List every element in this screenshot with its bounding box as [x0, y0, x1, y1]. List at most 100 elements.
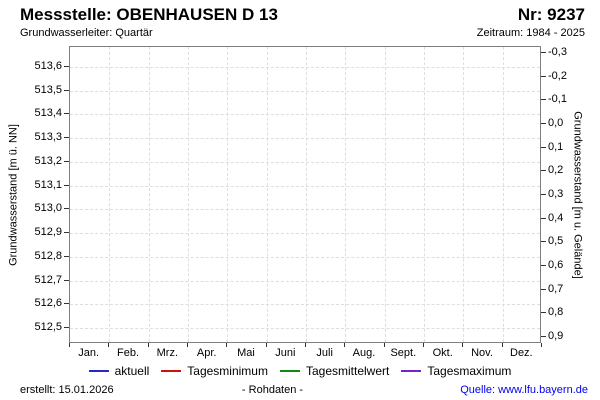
v-gridline	[502, 47, 504, 342]
left-tick-mark	[64, 66, 69, 67]
v-gridline	[345, 47, 347, 342]
station-number: Nr: 9237	[517, 5, 585, 24]
left-axis-tick-label: 512,6	[34, 297, 62, 310]
right-axis-tick-label: 0,5	[548, 235, 564, 248]
right-tick-mark	[541, 336, 546, 337]
legend-line-swatch	[401, 370, 422, 372]
right-axis-tick-label: 0,3	[548, 188, 564, 200]
h-gridline	[70, 233, 540, 235]
h-gridline	[70, 138, 540, 140]
x-axis-month-label: Jan.	[78, 347, 100, 359]
right-axis-tick-label: 0,9	[548, 330, 564, 342]
left-tick-mark	[64, 303, 69, 305]
right-axis-tick-label: 0,7	[548, 282, 564, 295]
created-timestamp: erstellt: 15.01.2026	[20, 384, 114, 396]
h-gridline	[70, 328, 540, 329]
h-gridline	[70, 304, 540, 306]
right-axis-tick-label: -0,3	[548, 46, 567, 58]
v-gridline	[266, 47, 268, 342]
x-axis-tick-mark	[501, 343, 503, 347]
x-axis-month-label: Apr.	[196, 347, 217, 359]
v-gridline	[109, 47, 111, 342]
legend: aktuell Tagesminimum Tagesmittelwert Tagesm…	[0, 364, 600, 378]
left-tick-mark	[64, 279, 69, 281]
v-gridline	[384, 47, 386, 342]
legend-item-label: Tagesmaximum	[427, 364, 512, 378]
left-tick-mark	[64, 255, 69, 257]
left-axis-tick-label: 512,9	[34, 226, 62, 239]
right-tick-mark	[541, 288, 546, 290]
left-tick-mark	[64, 232, 69, 234]
x-axis-month-label: Nov.	[471, 347, 493, 359]
left-axis-tick-label: 512,7	[34, 273, 62, 286]
right-tick-mark	[541, 194, 546, 195]
left-tick-mark	[64, 160, 69, 162]
legend-item: Tagesmittelwert	[279, 364, 389, 378]
h-gridline	[70, 256, 540, 258]
x-axis-month-label: Juni	[275, 347, 296, 359]
v-gridline	[463, 47, 465, 342]
right-tick-mark	[541, 123, 546, 124]
legend-line-swatch	[88, 370, 109, 372]
left-axis-tick-label: 513,2	[34, 154, 62, 167]
v-gridline	[227, 47, 229, 342]
x-axis-tick-mark	[108, 343, 110, 347]
right-axis-tick-label: -0,2	[548, 69, 567, 82]
x-axis-month-label: Okt.	[432, 347, 453, 359]
x-axis-tick-mark	[423, 343, 424, 347]
v-gridline	[148, 47, 150, 342]
right-axis-tick-label: 0,1	[548, 140, 564, 153]
period-label: Zeitraum: 1984 - 2025	[476, 27, 585, 39]
left-tick-mark	[64, 89, 69, 91]
right-tick-mark	[541, 217, 546, 219]
left-axis-tick-label: 513,3	[34, 131, 62, 144]
left-axis-tick-label: 513,5	[34, 83, 62, 96]
h-gridline	[70, 209, 540, 211]
h-gridline	[70, 185, 540, 187]
x-axis-month-label: Mai	[237, 347, 255, 359]
legend-item-label: Tagesminimum	[187, 364, 268, 378]
x-axis-month-label: Mrz.	[156, 347, 179, 359]
x-axis-tick-mark	[265, 343, 267, 347]
legend-item: Tagesmaximum	[401, 364, 511, 378]
x-axis-tick-mark	[383, 343, 385, 347]
right-axis-tick-label: 0,6	[548, 259, 564, 271]
h-gridline	[70, 114, 540, 116]
right-axis-tick-label: 0,4	[548, 211, 564, 224]
h-gridline	[70, 67, 540, 68]
legend-item-label: aktuell	[114, 364, 150, 378]
left-tick-mark	[64, 113, 69, 115]
right-tick-mark	[541, 52, 546, 53]
legend-line-swatch	[279, 370, 300, 372]
legend-line-swatch	[161, 370, 182, 372]
left-axis-tick-label: 513,6	[34, 60, 62, 72]
right-tick-mark	[541, 99, 546, 101]
x-axis-month-label: Aug.	[352, 347, 376, 359]
right-axis-tick-label: 0,2	[548, 164, 564, 177]
right-tick-mark	[541, 241, 546, 243]
right-tick-mark	[541, 146, 546, 148]
x-axis-tick-mark	[147, 343, 149, 347]
v-gridline	[188, 47, 189, 342]
right-tick-mark	[541, 75, 546, 77]
aquifer-label: Grundwasserleiter: Quartär	[20, 27, 153, 39]
left-axis-tick-label: 512,8	[34, 249, 62, 262]
h-gridline	[70, 280, 540, 282]
left-axis-tick-label: 512,5	[34, 321, 62, 333]
right-axis-tick-label: -0,1	[548, 93, 567, 106]
right-axis-tick-label: 0,0	[548, 117, 564, 129]
x-axis-tick-mark	[69, 343, 70, 347]
x-axis-tick-mark	[462, 343, 464, 347]
x-axis-month-label: Feb.	[116, 347, 139, 359]
left-axis-tick-label: 513,1	[34, 178, 62, 191]
left-tick-mark	[64, 208, 69, 210]
source-link[interactable]: Quelle: www.lfu.bayern.de	[460, 384, 588, 396]
right-tick-mark	[541, 312, 546, 314]
h-gridline	[70, 90, 540, 92]
x-axis-tick-mark	[344, 343, 346, 347]
left-axis-tick-label: 513,0	[34, 202, 62, 215]
x-axis-tick-mark	[187, 343, 188, 347]
legend-item: aktuell	[88, 364, 150, 378]
data-type-label: - Rohdaten -	[241, 384, 304, 396]
x-axis-month-label: Juli	[316, 347, 333, 359]
